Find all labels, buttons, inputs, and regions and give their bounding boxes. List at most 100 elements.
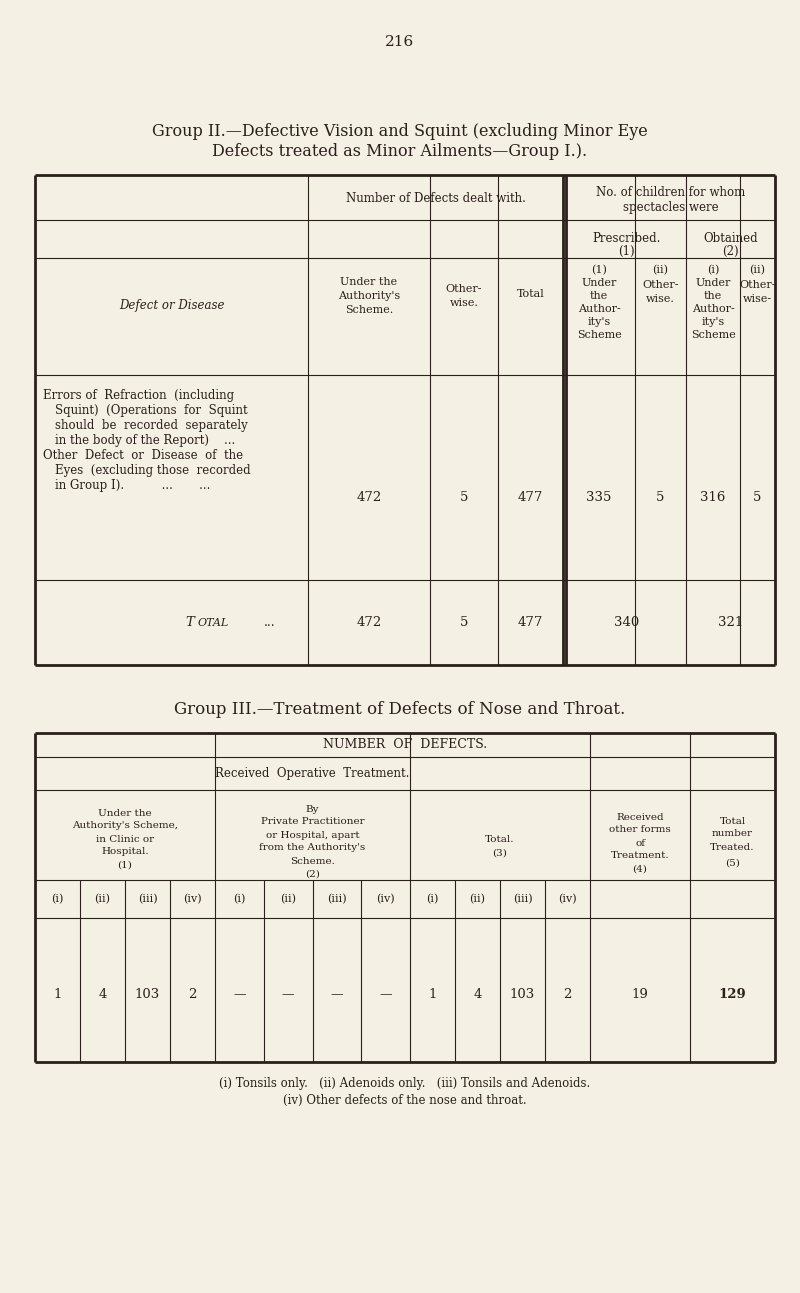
Text: ity's: ity's bbox=[702, 317, 725, 327]
Text: Treated.: Treated. bbox=[710, 843, 754, 852]
Text: spectacles were: spectacles were bbox=[623, 202, 719, 215]
Text: 340: 340 bbox=[614, 615, 639, 628]
Text: Group II.—Defective Vision and Squint (excluding Minor Eye: Group II.—Defective Vision and Squint (e… bbox=[152, 124, 648, 141]
Text: wise.: wise. bbox=[646, 294, 675, 304]
Text: 477: 477 bbox=[518, 615, 543, 628]
Text: 5: 5 bbox=[754, 491, 762, 504]
Text: —: — bbox=[330, 989, 343, 1002]
Text: Errors of  Refraction  (including: Errors of Refraction (including bbox=[43, 389, 234, 402]
Text: Group III.—Treatment of Defects of Nose and Throat.: Group III.—Treatment of Defects of Nose … bbox=[174, 702, 626, 719]
Text: (iv): (iv) bbox=[376, 893, 395, 904]
Text: 321: 321 bbox=[718, 615, 743, 628]
Text: in Group I).          ...       ...: in Group I). ... ... bbox=[55, 478, 210, 493]
Text: Total: Total bbox=[517, 290, 544, 299]
Text: 477: 477 bbox=[518, 491, 543, 504]
Text: 19: 19 bbox=[631, 989, 649, 1002]
Text: Treatment.: Treatment. bbox=[610, 852, 670, 861]
Text: (iv): (iv) bbox=[558, 893, 577, 904]
Text: 2: 2 bbox=[188, 989, 197, 1002]
Text: Squint)  (Operations  for  Squint: Squint) (Operations for Squint bbox=[55, 403, 248, 418]
Text: Other-: Other- bbox=[642, 281, 678, 290]
Text: OTAL: OTAL bbox=[198, 618, 230, 627]
Text: Defect or Disease: Defect or Disease bbox=[118, 299, 224, 312]
Text: Author-: Author- bbox=[692, 304, 734, 314]
Text: Authority's Scheme,: Authority's Scheme, bbox=[72, 821, 178, 830]
Text: T: T bbox=[186, 615, 194, 628]
Text: ...: ... bbox=[264, 615, 276, 628]
Text: ity's: ity's bbox=[587, 317, 610, 327]
Text: Received  Operative  Treatment.: Received Operative Treatment. bbox=[215, 767, 410, 780]
Text: Obtained: Obtained bbox=[703, 231, 758, 244]
Text: 103: 103 bbox=[510, 989, 535, 1002]
Text: Author-: Author- bbox=[578, 304, 620, 314]
Text: 1: 1 bbox=[54, 989, 62, 1002]
Text: 216: 216 bbox=[386, 35, 414, 49]
Text: (iii): (iii) bbox=[138, 893, 158, 904]
Text: 4: 4 bbox=[98, 989, 106, 1002]
Text: 472: 472 bbox=[356, 615, 382, 628]
Text: in the body of the Report)    ...: in the body of the Report) ... bbox=[55, 434, 235, 447]
Text: from the Authority's: from the Authority's bbox=[259, 843, 366, 852]
Text: Under the: Under the bbox=[341, 277, 398, 287]
Text: (5): (5) bbox=[725, 859, 740, 868]
Text: 103: 103 bbox=[135, 989, 160, 1002]
Text: (4): (4) bbox=[633, 865, 647, 874]
Text: of: of bbox=[635, 838, 645, 847]
Text: Total.: Total. bbox=[486, 835, 514, 844]
Text: (ii): (ii) bbox=[470, 893, 486, 904]
Text: Scheme: Scheme bbox=[690, 330, 735, 340]
Text: (i): (i) bbox=[426, 893, 438, 904]
Text: 4: 4 bbox=[474, 989, 482, 1002]
Text: Hospital.: Hospital. bbox=[101, 847, 149, 856]
Text: in Clinic or: in Clinic or bbox=[96, 834, 154, 843]
Text: 2: 2 bbox=[563, 989, 572, 1002]
Text: 5: 5 bbox=[656, 491, 665, 504]
Text: (1): (1) bbox=[591, 265, 607, 275]
Text: 472: 472 bbox=[356, 491, 382, 504]
Text: Scheme.: Scheme. bbox=[345, 305, 393, 315]
Text: the: the bbox=[590, 291, 608, 301]
Text: (i) Tonsils only.   (ii) Adenoids only.   (iii) Tonsils and Adenoids.: (i) Tonsils only. (ii) Adenoids only. (i… bbox=[219, 1077, 590, 1090]
Text: 5: 5 bbox=[460, 491, 468, 504]
Text: Other  Defect  or  Disease  of  the: Other Defect or Disease of the bbox=[43, 449, 243, 462]
Text: the: the bbox=[704, 291, 722, 301]
Text: 335: 335 bbox=[586, 491, 612, 504]
Text: wise-: wise- bbox=[743, 294, 772, 304]
Text: —: — bbox=[233, 989, 246, 1002]
Text: —: — bbox=[379, 989, 392, 1002]
Text: (3): (3) bbox=[493, 848, 507, 857]
Text: or Hospital, apart: or Hospital, apart bbox=[266, 830, 359, 839]
Text: Under the: Under the bbox=[98, 808, 152, 817]
Text: number: number bbox=[712, 830, 753, 838]
Text: Other-: Other- bbox=[446, 284, 482, 294]
Text: 1: 1 bbox=[428, 989, 437, 1002]
Text: Received: Received bbox=[616, 812, 664, 821]
Text: (ii): (ii) bbox=[280, 893, 296, 904]
Text: Defects treated as Minor Ailments—Group I.).: Defects treated as Minor Ailments—Group … bbox=[213, 144, 587, 160]
Text: Under: Under bbox=[582, 278, 617, 288]
Text: (1): (1) bbox=[118, 861, 133, 869]
Text: NUMBER  OF  DEFECTS.: NUMBER OF DEFECTS. bbox=[323, 738, 487, 751]
Text: (i): (i) bbox=[707, 265, 719, 275]
Text: 316: 316 bbox=[700, 491, 726, 504]
Text: wise.: wise. bbox=[450, 297, 478, 308]
Text: (i): (i) bbox=[233, 893, 246, 904]
Text: Eyes  (excluding those  recorded: Eyes (excluding those recorded bbox=[55, 464, 250, 477]
Text: No. of children for whom: No. of children for whom bbox=[596, 185, 746, 199]
Text: other forms: other forms bbox=[609, 825, 671, 834]
Text: By: By bbox=[306, 804, 319, 813]
Text: (iv) Other defects of the nose and throat.: (iv) Other defects of the nose and throa… bbox=[283, 1094, 527, 1107]
Text: —: — bbox=[282, 989, 294, 1002]
Text: Scheme: Scheme bbox=[577, 330, 622, 340]
Text: (2): (2) bbox=[722, 244, 739, 257]
Text: Private Practitioner: Private Practitioner bbox=[261, 817, 364, 826]
Text: Number of Defects dealt with.: Number of Defects dealt with. bbox=[346, 191, 526, 204]
Text: (i): (i) bbox=[51, 893, 64, 904]
Text: Prescribed.: Prescribed. bbox=[592, 231, 661, 244]
Text: (iii): (iii) bbox=[513, 893, 532, 904]
Text: Total: Total bbox=[719, 816, 746, 825]
Text: (1): (1) bbox=[618, 244, 635, 257]
Text: (ii): (ii) bbox=[94, 893, 110, 904]
Text: Other-: Other- bbox=[739, 281, 776, 290]
Text: (iv): (iv) bbox=[183, 893, 202, 904]
